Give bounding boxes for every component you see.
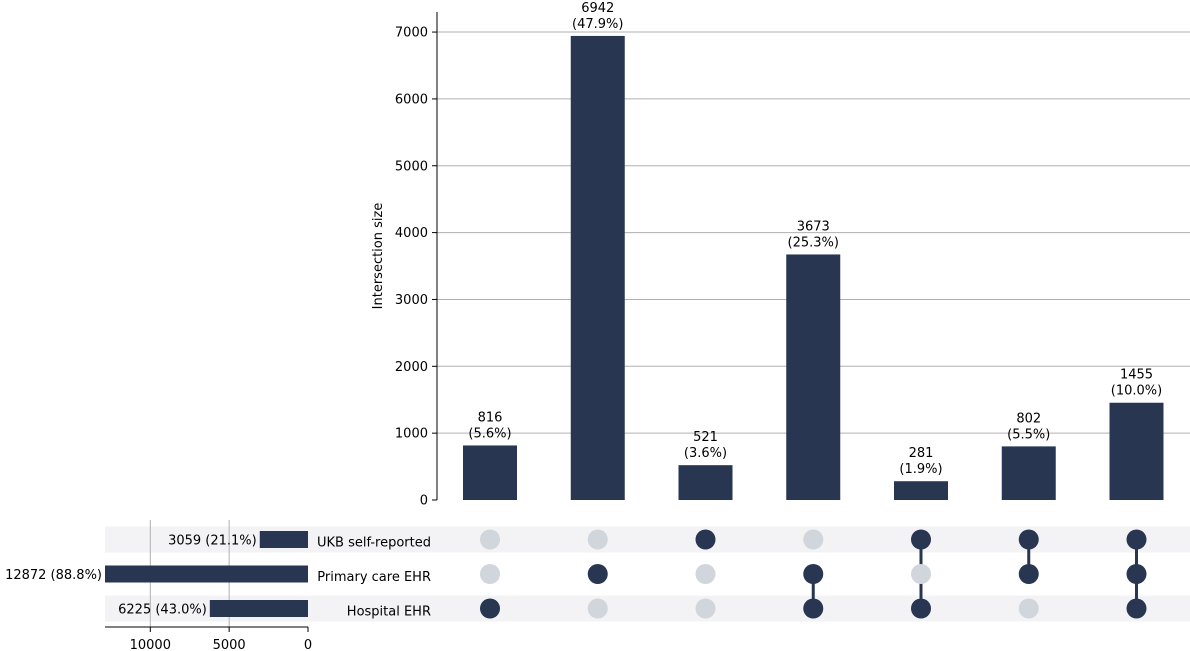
intersection-bar — [570, 35, 625, 500]
set-size-label: 3059 (21.1%) — [168, 534, 257, 549]
bar-percent-label: (47.9%) — [572, 17, 623, 32]
matrix-dot-active — [911, 529, 931, 550]
set-size-label: 6225 (43.0%) — [118, 603, 207, 618]
bar-count-label: 1455 — [1120, 368, 1153, 383]
y-tick-label: 5000 — [395, 159, 428, 174]
bar-count-label: 3673 — [797, 219, 830, 234]
matrix-dot-active — [1126, 564, 1147, 584]
bar-count-label: 802 — [1016, 411, 1041, 426]
matrix-dot-active — [1018, 564, 1039, 584]
bar-count-label: 521 — [693, 430, 718, 445]
matrix-dot-inactive — [480, 564, 500, 584]
set-size-tick-label: 0 — [304, 638, 312, 651]
y-tick-label: 6000 — [395, 92, 428, 107]
matrix-dot-active — [695, 529, 716, 550]
matrix-dot-inactive — [480, 529, 500, 550]
matrix-dot-inactive — [911, 564, 931, 584]
intersection-bar — [678, 465, 733, 500]
matrix-dot-inactive — [1018, 598, 1039, 619]
set-size-label: 12872 (88.8%) — [5, 568, 102, 583]
y-tick-label: 1000 — [395, 427, 428, 442]
y-tick-label: 4000 — [395, 226, 428, 241]
matrix-dot-active — [587, 564, 608, 584]
bar-percent-label: (3.6%) — [684, 446, 727, 461]
matrix-dot-active — [1126, 598, 1147, 619]
set-size-tick-label: 10000 — [130, 638, 171, 651]
bar-count-label: 816 — [478, 410, 503, 425]
matrix-dot-active — [911, 598, 931, 619]
matrix-dot-active — [1018, 529, 1039, 550]
set-name-label: Primary care EHR — [317, 570, 431, 585]
y-tick-label: 0 — [420, 494, 428, 509]
bar-percent-label: (25.3%) — [788, 235, 839, 250]
y-tick-label: 7000 — [395, 26, 428, 41]
matrix-dot-active — [803, 598, 824, 619]
matrix-dot-inactive — [587, 598, 608, 619]
bar-count-label: 6942 — [581, 1, 614, 16]
set-size-bar — [105, 565, 308, 583]
matrix-dot-active — [1126, 529, 1147, 550]
bar-percent-label: (1.9%) — [899, 462, 942, 477]
set-name-label: UKB self-reported — [317, 536, 431, 551]
intersection-bar — [786, 254, 841, 500]
y-tick-label: 2000 — [395, 360, 428, 375]
matrix-dot-inactive — [695, 564, 716, 584]
set-name-label: Hospital EHR — [347, 605, 431, 620]
intersection-bar — [463, 445, 517, 500]
set-size-bar — [259, 531, 308, 548]
matrix-dot-active — [480, 598, 500, 619]
bar-percent-label: (10.0%) — [1111, 384, 1162, 399]
bar-percent-label: (5.5%) — [1007, 427, 1050, 442]
intersection-bar — [1109, 402, 1164, 500]
bar-percent-label: (5.6%) — [468, 426, 511, 441]
intersection-bar — [894, 481, 948, 500]
intersection-bar — [1001, 446, 1056, 500]
matrix-dot-inactive — [587, 529, 608, 550]
set-size-tick-label: 5000 — [213, 638, 246, 651]
matrix-dot-active — [803, 564, 824, 584]
y-axis-label: Intersection size — [371, 203, 386, 310]
matrix-dot-inactive — [695, 598, 716, 619]
bar-count-label: 281 — [909, 446, 934, 461]
matrix-dot-inactive — [803, 529, 824, 550]
y-tick-label: 3000 — [395, 293, 428, 308]
set-size-bar — [209, 600, 308, 617]
